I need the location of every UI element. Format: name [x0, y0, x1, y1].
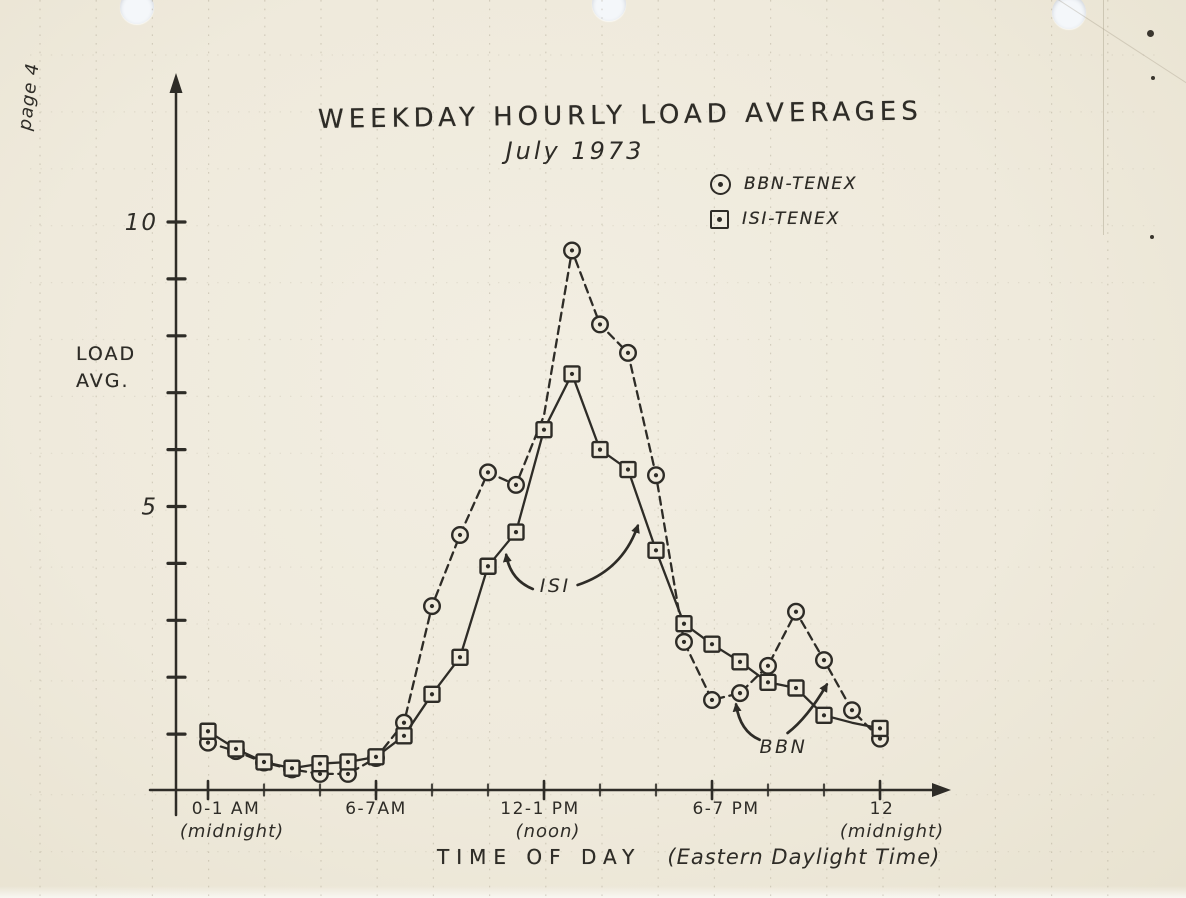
x-tick-label: 6-7AM [345, 799, 407, 819]
data-point-dot [485, 470, 491, 475]
paper-edge [0, 886, 1186, 898]
data-point-dot [569, 371, 575, 377]
annotation-bbn: BBN [732, 682, 829, 758]
annotation-arrow [786, 682, 829, 735]
x-tick-sublabel: (noon) [516, 821, 581, 842]
paper-speck [1151, 76, 1155, 80]
data-point-dot [793, 609, 799, 614]
data-point-dot [401, 720, 407, 725]
data-point-dot [877, 736, 883, 741]
data-point-dot [289, 766, 295, 771]
x-tick-label: 0-1 AM [192, 799, 260, 819]
data-point-dot [765, 663, 771, 668]
data-point-dot [457, 655, 463, 660]
annotation-label: BBN [760, 736, 808, 758]
data-point-dot [485, 564, 491, 569]
punch-hole [1052, 0, 1086, 29]
chart-subtitle: July 1973 [505, 137, 645, 165]
data-point-dot [709, 697, 715, 703]
y-tick-label: 5 [141, 495, 158, 521]
legend-label: ISI-TENEX [742, 209, 841, 229]
data-point-dot [373, 754, 379, 759]
series-isi-tenex [199, 365, 889, 777]
data-point-dot [429, 603, 435, 609]
data-point-dot [541, 427, 547, 432]
data-point-dot [709, 642, 715, 647]
y-axis-caption-line: LOAD [76, 343, 137, 365]
data-point-dot [597, 322, 603, 327]
data-point-dot [233, 746, 239, 751]
x-axis-caption-main: TIME OF DAY [437, 845, 642, 869]
punch-hole [592, 0, 626, 21]
data-point-dot [737, 659, 743, 664]
chart-legend: BBN-TENEX ISI-TENEX [710, 170, 857, 233]
series-bbn-tenex [198, 241, 890, 783]
data-point-dot [317, 771, 323, 777]
square-dot-icon [710, 209, 729, 229]
data-point-dot [345, 759, 351, 765]
data-point-dot [793, 685, 799, 691]
series-bbn-tenex-line [206, 249, 882, 776]
x-tick-label: 12-1 PM [500, 799, 579, 819]
data-point-dot [205, 740, 211, 745]
x-axis-caption: TIME OF DAY (Eastern Daylight Time) [437, 845, 940, 869]
x-tick-label: 6-7 PM [692, 799, 759, 819]
data-point-dot [317, 761, 323, 766]
x-tick-sublabel: (midnight) [180, 821, 284, 842]
x-axis-caption-note: (Eastern Daylight Time) [667, 845, 941, 869]
legend-label: BBN-TENEX [744, 174, 858, 194]
data-point-dot [261, 759, 267, 765]
x-tick-sublabel: (midnight) [840, 821, 944, 842]
data-point-dot [681, 639, 687, 645]
data-point-dot [849, 708, 855, 713]
paper-crease [1103, 0, 1104, 235]
paper-speck [1147, 30, 1154, 37]
data-point-dot [681, 621, 687, 626]
y-axis-caption-line: AVG. [76, 370, 130, 392]
data-point-dot [877, 726, 883, 731]
data-point-dot [821, 658, 827, 663]
circle-dot-icon [710, 173, 731, 195]
y-axis-tick-labels: 10 5 [125, 210, 158, 521]
y-axis-arrowhead [169, 73, 183, 93]
annotation-arrow [576, 523, 640, 587]
data-point-dot [653, 473, 659, 478]
x-axis-ticks [206, 779, 882, 801]
data-point-dot [569, 248, 575, 253]
data-point-dot [821, 713, 827, 718]
y-tick-label: 10 [125, 210, 158, 236]
paper-speck [1150, 235, 1154, 239]
data-point-dot [653, 548, 659, 553]
x-axis-arrowhead [932, 783, 951, 797]
data-point-dot [457, 532, 463, 538]
x-axis-tick-labels: 0-1 AM(midnight)6-7AM 12-1 PM(noon)6-7 PM… [180, 799, 944, 842]
data-point-dot [345, 771, 351, 777]
annotation-arrow [732, 702, 761, 742]
data-point-dot [513, 530, 519, 535]
legend-item-isi-tenex: ISI-TENEX [710, 205, 857, 233]
annotation-arrow [502, 552, 535, 591]
data-point-dot [737, 691, 743, 696]
legend-item-bbn-tenex: BBN-TENEX [710, 170, 857, 198]
annotation-label: ISI [540, 575, 571, 597]
data-point-dot [429, 692, 435, 697]
data-point-dot [597, 447, 603, 452]
data-point-dot [513, 482, 519, 487]
x-tick-label: 12 [870, 799, 895, 819]
data-point-dot [401, 733, 407, 738]
data-point-dot [205, 729, 211, 734]
data-point-dot [625, 350, 631, 355]
data-point-dot [625, 467, 631, 472]
y-axis-ticks [166, 220, 187, 736]
y-axis-caption: LOAD AVG. [76, 341, 136, 395]
annotation-isi: ISI [502, 523, 640, 597]
data-point-dot [765, 680, 771, 685]
